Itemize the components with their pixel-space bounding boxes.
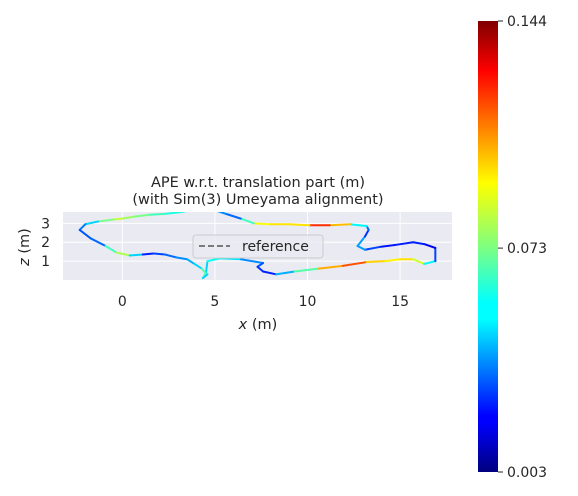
x-tick-labels: 0 5 10 15	[118, 294, 409, 310]
ape-trajectory-segment	[256, 265, 265, 273]
ape-trajectory-segment	[97, 218, 115, 223]
ape-trajectory-segment	[174, 256, 189, 261]
y-axis-label-unit: (m)	[17, 228, 33, 258]
ape-trajectory-segment	[423, 260, 437, 265]
x-tick-label: 5	[210, 294, 219, 310]
x-tick-label: 10	[299, 294, 317, 310]
colorbar-tick-label: 0.073	[507, 241, 547, 257]
ape-trajectory-segment	[195, 208, 210, 209]
legend-box	[192, 234, 324, 259]
ape-trajectory-segment	[349, 223, 368, 228]
y-tick-labels: 1 2 3	[41, 216, 50, 270]
ape-trajectory-segment	[293, 267, 320, 273]
ape-trajectory-segment	[152, 252, 166, 256]
y-tick-label: 3	[41, 216, 50, 232]
legend: reference	[192, 234, 324, 259]
ape-trajectory-segment	[412, 258, 426, 265]
chart-title-line2: (with Sim(3) Umeyama alignment)	[132, 192, 383, 208]
ape-trajectory-segment	[163, 212, 183, 215]
ape-trajectory-segment	[363, 245, 381, 251]
ape-trajectory-segment	[180, 212, 187, 213]
ape-trajectory-segment	[115, 251, 131, 257]
ape-trajectory-segment	[393, 241, 415, 247]
y-tick-label: 2	[41, 235, 50, 251]
ape-trajectory-segment	[112, 217, 124, 221]
ape-trajectory-segment	[378, 244, 396, 248]
ape-trajectory-segment	[201, 273, 209, 280]
ape-trajectory-segment	[200, 267, 207, 275]
ape-trajectory-segment	[412, 241, 426, 246]
x-axis-label-unit: (m)	[247, 317, 277, 333]
ape-trajectory-segment	[287, 223, 311, 227]
ape-trajectory-segment	[147, 212, 166, 216]
y-tick-label: 1	[41, 254, 50, 270]
legend-label: reference	[242, 239, 309, 255]
colorbar-tick-label: 0.144	[507, 14, 547, 30]
ape-trajectory-segment	[141, 252, 155, 256]
chart-title-line1: APE w.r.t. translation part (m)	[151, 175, 365, 191]
ape-trajectory-segment	[365, 260, 387, 264]
colorbar-tick-label: 0.003	[507, 465, 547, 481]
ape-trajectory-segment	[121, 215, 135, 220]
ape-trajectory-segment	[104, 245, 118, 254]
y-axis-label: z (m)	[17, 228, 33, 267]
ape-trajectory-segment	[217, 212, 228, 215]
ape-trajectory-segment	[356, 235, 366, 247]
ape-trajectory-segment	[239, 217, 255, 225]
ape-trajectory-segment	[256, 262, 265, 268]
ape-trajectory-segment	[132, 213, 150, 218]
ape-trajectory-segment	[89, 237, 107, 247]
ape-trajectory-segment	[341, 261, 368, 267]
colorbar	[478, 21, 498, 472]
colorbar-ticks: 0.144 0.073 0.003	[498, 14, 547, 481]
ape-trajectory-segment	[239, 258, 265, 264]
ape-trajectory-segment	[262, 270, 278, 276]
ape-trajectory-segment	[193, 262, 203, 270]
ape-trajectory-segment	[186, 258, 196, 265]
ape-trajectory-segment	[78, 228, 92, 240]
ape-trajectory-segment	[317, 264, 344, 270]
ape-trajectory-segment	[84, 220, 100, 226]
ape-trajectory-segment	[206, 257, 222, 263]
ape-trajectory-segment	[78, 223, 87, 231]
y-axis-label-var: z	[17, 258, 33, 267]
ape-trajectory-segment	[163, 253, 177, 259]
ape-trajectory-segment	[128, 253, 144, 257]
ape-trajectory-segment	[423, 243, 437, 249]
x-axis-label: x (m)	[238, 317, 278, 333]
x-tick-label: 15	[391, 294, 409, 310]
x-axis-label-var: x	[238, 317, 248, 333]
trajectory-layer	[78, 208, 437, 280]
ape-trajectory-segment	[328, 223, 352, 227]
ape-trajectory-segment	[356, 245, 366, 251]
x-tick-label: 0	[118, 294, 127, 310]
ape-trajectory-segment	[363, 228, 370, 238]
ape-trajectory-segment	[275, 270, 296, 276]
ape-trajectory-segment	[252, 222, 270, 226]
ape-trajectory-segment	[225, 212, 242, 220]
ape-trajectory-segment	[384, 258, 402, 263]
